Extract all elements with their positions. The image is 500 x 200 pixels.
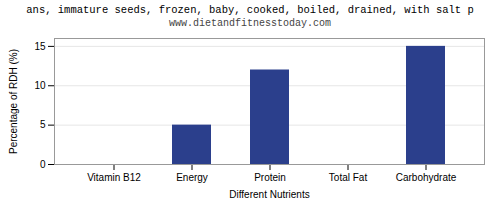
svg-text:Energy: Energy — [176, 172, 208, 183]
svg-text:Vitamin B12: Vitamin B12 — [87, 172, 141, 183]
svg-text:5: 5 — [40, 119, 46, 130]
svg-text:Different Nutrients: Different Nutrients — [229, 189, 309, 200]
svg-text:0: 0 — [40, 159, 46, 170]
svg-text:15: 15 — [34, 41, 46, 52]
svg-text:Carbohydrate: Carbohydrate — [396, 172, 457, 183]
html-text:www.dietandfitnesstoday.com: www.dietandfitnesstoday.com — [169, 18, 331, 29]
svg-text:Protein: Protein — [254, 172, 286, 183]
html-text:ans, immature seeds, frozen, b: ans, immature seeds, frozen, baby, cooke… — [26, 4, 474, 16]
svg-text:Percentage of RDH (%): Percentage of RDH (%) — [8, 49, 19, 154]
svg-text:10: 10 — [34, 80, 46, 91]
svg-text:Total Fat: Total Fat — [329, 172, 368, 183]
